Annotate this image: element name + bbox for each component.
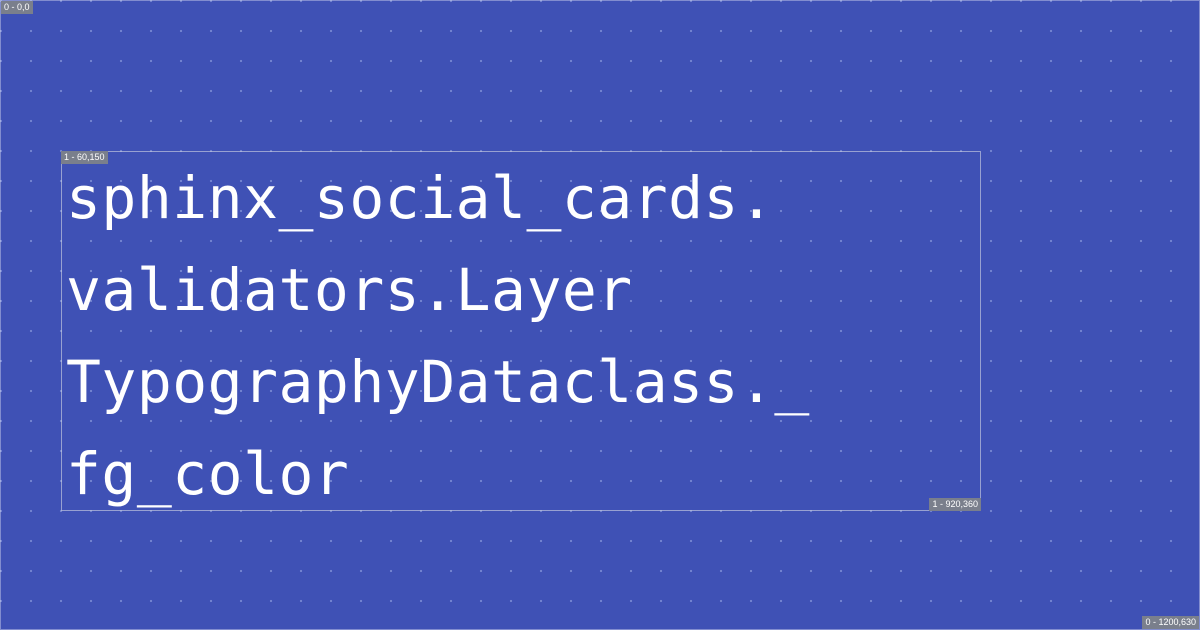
layer-origin-label: 1 - 60,150: [61, 151, 108, 164]
layer-size-label: 1 - 920,360: [929, 498, 981, 511]
typography-layer-box: 1 - 60,150 sphinx_social_cards. validato…: [61, 151, 981, 511]
canvas-size-label: 0 - 1200,630: [1142, 616, 1199, 629]
card-title: sphinx_social_cards. validators.Layer Ty…: [66, 164, 810, 508]
canvas-origin-label: 0 - 0,0: [1, 1, 33, 14]
